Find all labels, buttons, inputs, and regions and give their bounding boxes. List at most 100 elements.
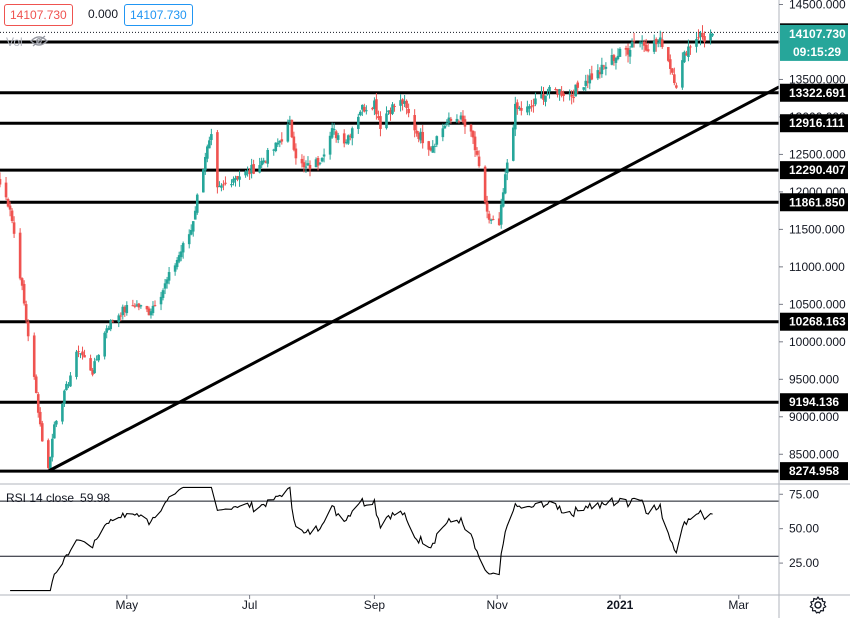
- close-value-box: 14107.730: [124, 4, 193, 26]
- candle-body: [206, 146, 209, 159]
- candle: [407, 103, 410, 118]
- eye-crossed-icon[interactable]: [30, 35, 48, 47]
- candle-body: [238, 176, 241, 180]
- price-tick-label: 9000.000: [789, 410, 839, 424]
- candle: [304, 160, 308, 173]
- candle-body: [600, 64, 604, 75]
- candle-body: [264, 161, 268, 163]
- candle-body: [79, 353, 82, 355]
- gear-icon[interactable]: [808, 595, 828, 615]
- candle-body: [403, 101, 406, 104]
- candle: [77, 345, 80, 358]
- candle-body: [6, 199, 10, 207]
- level-label: 10268.163: [789, 315, 846, 329]
- candle-body: [377, 116, 380, 119]
- candle: [262, 157, 265, 165]
- candle-body: [286, 124, 290, 142]
- candle: [133, 303, 137, 309]
- candle: [288, 115, 292, 125]
- candle-body: [4, 182, 8, 198]
- candle-body: [137, 303, 141, 308]
- candle-body: [278, 140, 282, 143]
- candle: [570, 90, 573, 105]
- candle: [105, 325, 108, 339]
- candle-body: [161, 290, 165, 298]
- candle-body: [89, 358, 92, 371]
- trendline-line[interactable]: [47, 85, 780, 473]
- candle: [266, 147, 270, 168]
- candle-body: [290, 119, 294, 138]
- candle: [660, 32, 664, 49]
- candle-body: [421, 131, 425, 144]
- time-tick-label: Mar: [728, 598, 749, 612]
- candle: [511, 124, 515, 162]
- candle-body: [371, 108, 374, 110]
- candle-body: [642, 41, 646, 46]
- candle: [572, 89, 575, 103]
- candle-body: [499, 204, 503, 225]
- trendline[interactable]: [47, 85, 780, 473]
- candle: [642, 39, 646, 53]
- time-tick-label: 2021: [607, 598, 634, 612]
- candle: [624, 45, 628, 57]
- candle: [302, 155, 306, 173]
- candle: [421, 124, 425, 149]
- candle-body: [117, 315, 121, 323]
- volume-legend[interactable]: Vol: [6, 35, 48, 49]
- candle-body: [204, 157, 207, 171]
- candle: [431, 140, 435, 153]
- candle: [590, 65, 594, 81]
- candle: [646, 42, 650, 53]
- candle-body: [8, 205, 12, 210]
- candle: [149, 308, 153, 319]
- candle-body: [77, 351, 80, 353]
- candle: [109, 319, 113, 332]
- candle-body: [336, 135, 340, 140]
- candle-body: [427, 141, 431, 150]
- candle-body: [330, 128, 334, 138]
- candle: [274, 142, 278, 153]
- candle-body: [711, 33, 714, 36]
- candle-body: [107, 327, 110, 330]
- candle-body: [415, 130, 418, 134]
- candle-body: [125, 305, 129, 314]
- level-label-bg: [780, 312, 848, 331]
- candle: [47, 438, 50, 470]
- candle: [232, 176, 235, 186]
- candle: [220, 183, 223, 192]
- candle: [248, 168, 251, 180]
- candle-body: [554, 89, 557, 91]
- candle-body: [224, 182, 227, 184]
- price-tick-label: 12500.000: [789, 147, 846, 161]
- volume-label: Vol: [6, 35, 23, 49]
- candle-body: [135, 304, 139, 306]
- price-tick-label: 10500.000: [789, 297, 846, 311]
- candle: [117, 313, 121, 328]
- candle: [435, 135, 439, 148]
- candle-body: [558, 89, 561, 94]
- candle: [701, 25, 704, 40]
- candle-body: [322, 154, 326, 157]
- candle-body: [475, 150, 479, 155]
- candle-body: [701, 32, 704, 38]
- candle: [363, 103, 366, 113]
- rsi-legend[interactable]: RSI 14 close 59.98: [6, 491, 110, 505]
- candle-body: [461, 115, 465, 122]
- candle: [687, 39, 690, 62]
- candle-body: [53, 424, 56, 439]
- candle-body: [505, 162, 509, 174]
- candle: [216, 130, 219, 194]
- candle: [556, 89, 559, 98]
- candle-body: [230, 183, 233, 186]
- candle-body: [149, 311, 153, 316]
- candle: [526, 100, 529, 116]
- candle-body: [681, 60, 684, 88]
- candle: [350, 126, 354, 146]
- candle: [292, 131, 296, 152]
- candle: [640, 35, 644, 50]
- candle: [330, 122, 334, 139]
- candle: [614, 57, 618, 70]
- candle-body: [574, 84, 577, 97]
- candle: [121, 304, 125, 320]
